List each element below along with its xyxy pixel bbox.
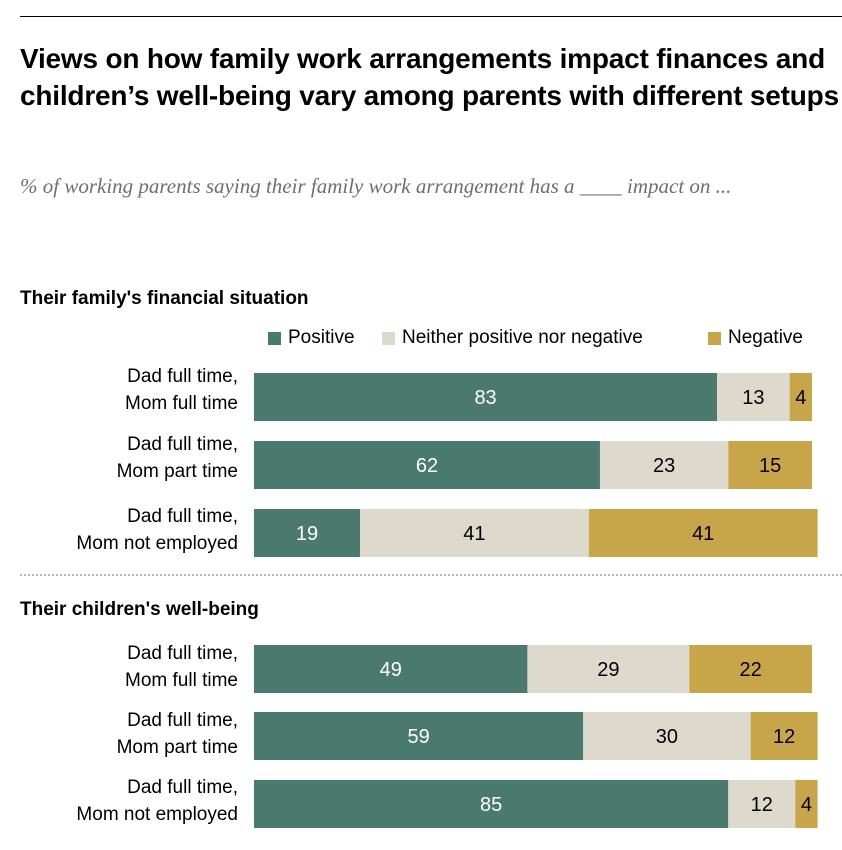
chart-title: Views on how family work arrangements im…: [20, 43, 839, 111]
data-label-children-2-neither: 30: [656, 726, 678, 748]
data-label-children-2-negative: 12: [773, 726, 795, 748]
row-label-line: Dad full time,: [127, 643, 238, 664]
data-label-children-1-positive: 49: [380, 659, 402, 681]
data-label-financial-2-positive: 62: [416, 455, 438, 477]
chart-subtitle: % of working parents saying their family…: [20, 174, 732, 198]
bar-financial-1-positive: [254, 373, 718, 421]
legend-item-negative: Negative: [708, 326, 803, 350]
row-label-line: Dad full time,: [127, 777, 238, 798]
legend-label-negative: Negative: [728, 327, 803, 348]
bar-financial-3-positive: [254, 509, 361, 557]
data-label-children-1-neither: 29: [597, 659, 619, 681]
panel-separator: [20, 574, 842, 576]
row-label-children-2: Dad full time, Mom part time: [20, 707, 238, 761]
bar-financial-2-neither: [599, 441, 729, 489]
row-label-children-3: Dad full time, Mom not employed: [20, 774, 238, 828]
panel-title-financial: Their family's financial situation: [20, 288, 309, 309]
bar-children-1-negative: [689, 645, 812, 693]
bar-children-3-positive: [254, 780, 729, 828]
bar-financial-2-negative: [728, 441, 812, 489]
legend-label-neither: Neither positive nor negative: [402, 327, 643, 348]
bar-children-2-positive: [254, 712, 584, 760]
data-label-children-3-neither: 12: [751, 794, 773, 816]
row-label-line: Dad full time,: [127, 710, 238, 731]
bar-children-3-negative: [795, 780, 818, 828]
bar-financial-2-positive: [254, 441, 600, 489]
row-label-line: Mom part time: [116, 461, 238, 482]
row-label-line: Dad full time,: [127, 434, 238, 455]
bar-financial-1-neither: [717, 373, 790, 421]
data-label-financial-1-neither: 13: [742, 387, 764, 409]
row-label-line: Mom not employed: [76, 533, 238, 554]
row-label-financial-2: Dad full time, Mom part time: [20, 431, 238, 485]
row-label-financial-1: Dad full time, Mom full time: [20, 363, 238, 417]
data-label-financial-3-positive: 19: [296, 523, 318, 545]
bar-financial-3-negative: [588, 509, 818, 557]
legend-item-positive: Positive: [268, 326, 355, 350]
legend: Positive Neither positive nor negative N…: [0, 326, 842, 352]
data-label-children-3-negative: 4: [801, 794, 812, 816]
bar-children-3-neither: [728, 780, 796, 828]
row-label-line: Mom full time: [125, 670, 238, 691]
legend-swatch-neither: [382, 331, 395, 345]
row-label-line: Dad full time,: [127, 366, 238, 387]
legend-item-neither: Neither positive nor negative: [382, 326, 643, 350]
data-label-financial-2-neither: 23: [653, 455, 675, 477]
top-rule: [20, 16, 842, 17]
bar-children-2-neither: [583, 712, 751, 760]
row-label-line: Mom not employed: [76, 804, 238, 825]
data-label-financial-1-positive: 83: [474, 387, 496, 409]
data-label-children-1-negative: 22: [739, 659, 761, 681]
row-label-line: Dad full time,: [127, 506, 238, 527]
data-label-financial-3-negative: 41: [692, 523, 714, 545]
row-label-financial-3: Dad full time, Mom not employed: [20, 503, 238, 557]
row-label-line: Mom part time: [116, 737, 238, 758]
row-label-line: Mom full time: [125, 393, 238, 414]
data-label-children-3-positive: 85: [480, 794, 502, 816]
legend-label-positive: Positive: [288, 327, 355, 348]
bar-children-2-negative: [750, 712, 818, 760]
bar-children-1-positive: [254, 645, 528, 693]
row-label-children-1: Dad full time, Mom full time: [20, 640, 238, 694]
bar-children-1-neither: [527, 645, 690, 693]
data-label-financial-2-negative: 15: [759, 455, 781, 477]
legend-swatch-negative: [708, 331, 721, 345]
data-label-children-2-positive: 59: [407, 726, 429, 748]
legend-swatch-positive: [268, 331, 281, 345]
data-label-financial-3-neither: 41: [463, 523, 485, 545]
data-label-financial-1-negative: 4: [795, 387, 806, 409]
panel-title-children: Their children's well-being: [20, 599, 259, 620]
bar-financial-3-neither: [360, 509, 589, 557]
bar-financial-1-negative: [789, 373, 812, 421]
